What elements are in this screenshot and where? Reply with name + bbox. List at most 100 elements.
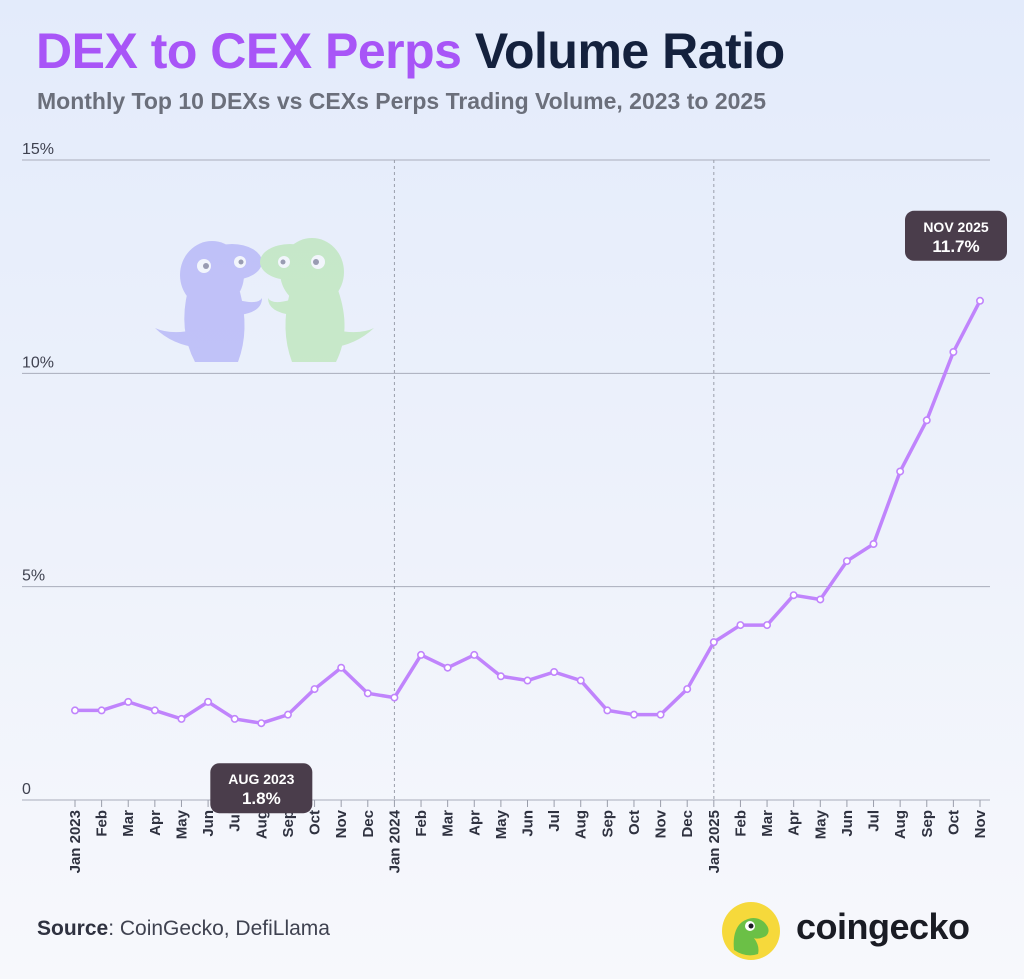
data-point: [496, 672, 505, 681]
x-axis: Jan 2023 Feb Mar Apr May Jun Jul Aug Sep Oct Nov De…: [67, 800, 989, 873]
data-point: [337, 663, 346, 672]
data-point: [124, 697, 133, 706]
callout-label: NOV 2025: [923, 219, 989, 235]
data-point: [842, 557, 851, 566]
data-point: [683, 685, 692, 694]
data-point: [417, 650, 426, 659]
x-tick-label: Mar: [120, 810, 137, 837]
series-line: [73, 299, 982, 725]
data-point: [816, 595, 825, 604]
x-tick-label: Jul: [546, 810, 563, 832]
data-point: [550, 667, 559, 676]
callout-value: 11.7%: [932, 237, 979, 256]
callout: NOV 2025 11.7%: [905, 210, 1007, 261]
data-point: [523, 676, 532, 685]
y-tick-label: 0: [22, 781, 31, 798]
data-point: [230, 714, 239, 723]
chart-subtitle: Monthly Top 10 DEXs vs CEXs Perps Tradin…: [37, 88, 766, 114]
purple-gecko-pupil-2: [238, 259, 244, 265]
x-tick-label: Oct: [307, 810, 324, 835]
data-point: [763, 621, 772, 630]
data-point: [177, 714, 186, 723]
data-point: [709, 638, 718, 647]
title-accent: DEX to CEX Perps: [36, 23, 462, 79]
x-tick-label: Jul: [227, 810, 244, 832]
callout-label: AUG 2023: [228, 771, 294, 787]
coingecko-logo: coingecko: [720, 900, 990, 960]
mascot-illustration: [155, 238, 374, 362]
x-tick-label: Nov: [333, 809, 350, 838]
data-point: [603, 706, 612, 715]
x-tick-label: Apr: [466, 810, 483, 836]
x-tick-label: Apr: [147, 810, 164, 836]
data-point: [363, 689, 372, 698]
data-point: [576, 676, 585, 685]
callout-value: 1.8%: [242, 789, 281, 808]
x-tick-label: Jun: [839, 810, 856, 837]
x-tick-label: Jan 2023: [67, 810, 84, 873]
data-point: [443, 663, 452, 672]
brand-wordmark: coingecko: [796, 906, 970, 947]
coingecko-icon: [722, 902, 780, 960]
x-tick-label: Aug: [573, 810, 590, 839]
data-point: [975, 296, 984, 305]
x-tick-label: Sep: [280, 810, 297, 838]
x-tick-label: May: [493, 809, 510, 839]
callout: AUG 2023 1.8%: [210, 763, 313, 814]
data-point: [310, 685, 319, 694]
green-gecko-eye-2: [278, 256, 290, 268]
data-point: [869, 539, 878, 548]
x-tick-label: Aug: [892, 810, 909, 839]
x-tick-label: Jan 2025: [706, 810, 723, 873]
x-tick-label: May: [173, 809, 190, 839]
y-tick-label: 5%: [22, 568, 45, 585]
x-tick-label: Jun: [520, 810, 537, 837]
purple-gecko-icon: [155, 241, 262, 362]
purple-gecko-eye-2: [234, 256, 246, 268]
source-text: : CoinGecko, DefiLlama: [108, 917, 330, 940]
data-point: [150, 706, 159, 715]
data-point: [922, 416, 931, 425]
green-gecko-pupil-2: [280, 259, 286, 265]
x-tick-label: Oct: [626, 810, 643, 835]
x-tick-label: Aug: [253, 810, 270, 839]
purple-gecko-pupil: [203, 263, 209, 269]
data-point: [204, 697, 213, 706]
x-tick-label: Dec: [679, 810, 696, 838]
callout-box: [905, 210, 1007, 261]
x-tick-label: Jan 2024: [386, 809, 403, 873]
data-point: [257, 719, 266, 728]
x-tick-label: Sep: [919, 810, 936, 838]
data-point: [71, 706, 80, 715]
y-tick-label: 10%: [22, 354, 54, 371]
x-tick-label: Jun: [200, 810, 217, 837]
data-point: [390, 693, 399, 702]
series-layer: [71, 296, 984, 728]
data-point: [629, 710, 638, 719]
chart-title: DEX to CEX Perps Volume Ratio: [36, 22, 785, 80]
data-point: [283, 710, 292, 719]
y-tick-label: 15%: [22, 141, 54, 158]
x-tick-label: Mar: [759, 810, 776, 837]
callout-box: [210, 763, 313, 814]
green-gecko-icon: [260, 238, 374, 362]
x-tick-label: Nov: [653, 809, 670, 838]
x-tick-label: Feb: [732, 810, 749, 837]
purple-gecko-eye: [197, 259, 211, 273]
source-label: Source: [37, 917, 109, 940]
x-tick-label: Apr: [786, 810, 803, 836]
x-tick-label: Feb: [413, 810, 430, 837]
data-point: [736, 621, 745, 630]
green-gecko-pupil: [313, 259, 319, 265]
x-tick-label: Nov: [972, 809, 989, 838]
source-note: Source: CoinGecko, DefiLlama: [37, 917, 330, 941]
x-tick-label: Feb: [94, 810, 111, 837]
data-point: [789, 591, 798, 600]
grid-layer: 0 5% 10% 15%: [22, 141, 990, 801]
x-tick-label: Mar: [440, 810, 457, 837]
data-point: [97, 706, 106, 715]
x-tick-label: May: [812, 809, 829, 839]
green-gecko-eye: [311, 255, 325, 269]
x-tick-label: Jul: [866, 810, 883, 832]
data-point: [470, 650, 479, 659]
